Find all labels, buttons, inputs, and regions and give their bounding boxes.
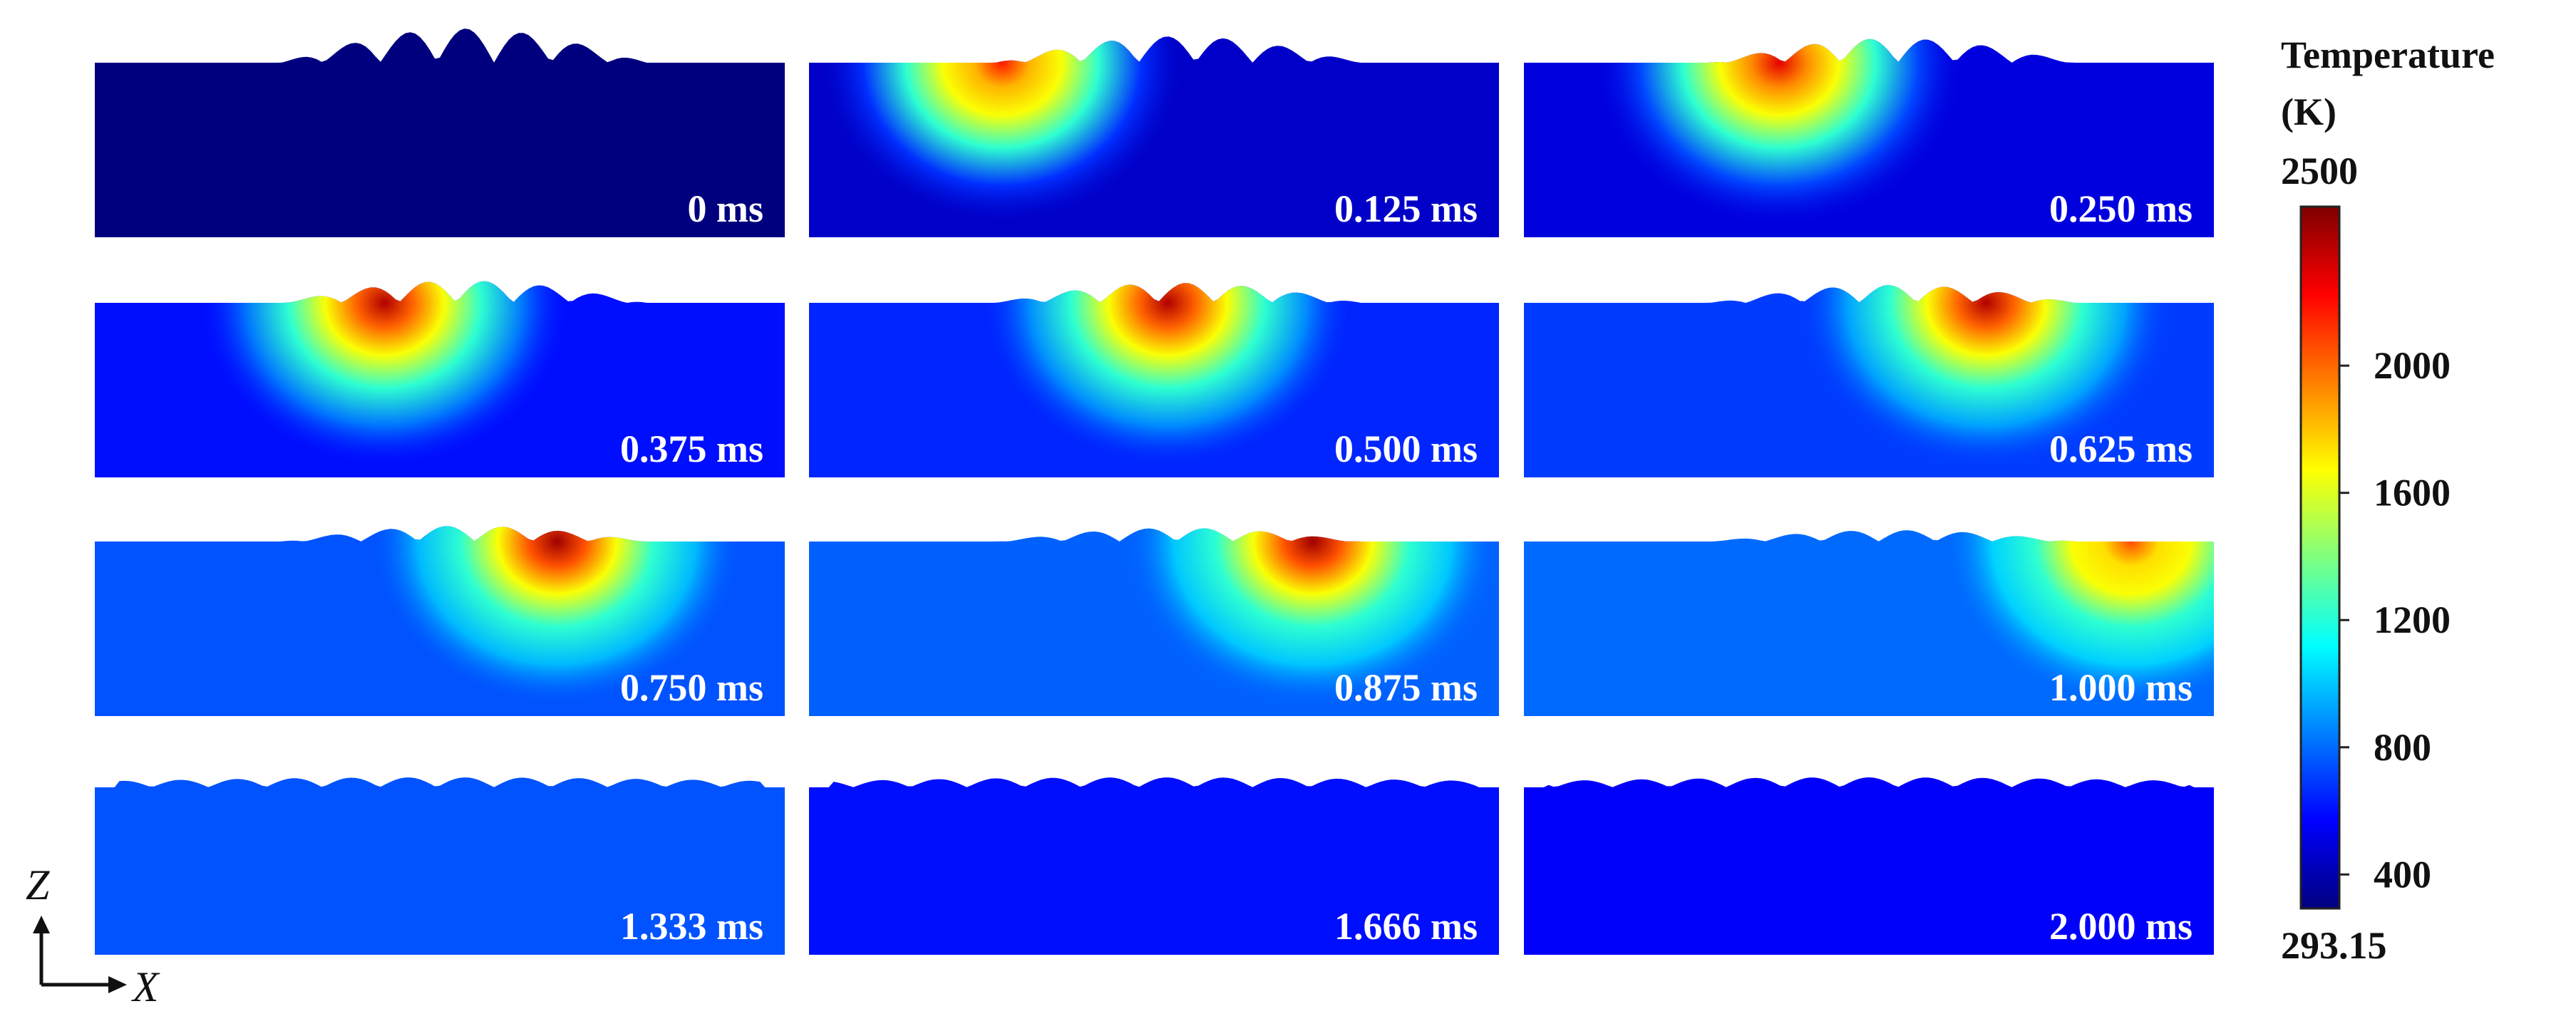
- panel: 2.000 ms: [1524, 777, 2214, 955]
- time-label: 0 ms: [688, 187, 764, 230]
- panel: 0 ms: [95, 29, 785, 237]
- colorbar-gradient: [2299, 205, 2341, 910]
- panel: 0.125 ms: [809, 36, 1499, 238]
- x-arrowhead-icon: [108, 976, 127, 993]
- panel: 1.000 ms: [1524, 530, 2214, 716]
- heat-zone: [371, 526, 743, 705]
- heat-zone: [1594, 38, 1965, 227]
- colorbar: Temperature (K) 2500 200016001200800400 …: [2281, 33, 2495, 967]
- colorbar-title-line2: (K): [2281, 90, 2337, 133]
- time-label: 1.666 ms: [1334, 905, 1478, 948]
- time-label: 0.375 ms: [620, 428, 763, 470]
- heat-zone: [982, 283, 1354, 467]
- panel: 0.750 ms: [95, 526, 785, 716]
- heat-zone: [1800, 285, 2172, 467]
- melt-domain: [95, 29, 785, 237]
- colorbar-min-label: 293.15: [2281, 924, 2387, 967]
- panel: 0.500 ms: [809, 283, 1499, 477]
- colorbar-tick-label: 2000: [2374, 344, 2451, 387]
- panel: 1.666 ms: [809, 777, 1499, 955]
- z-axis-label: Z: [26, 861, 50, 908]
- heat-zone: [817, 36, 1188, 227]
- time-label: 0.500 ms: [1334, 428, 1478, 470]
- heat-zone: [1127, 528, 1498, 705]
- heat-zone: [199, 281, 570, 467]
- time-label: 1.333 ms: [620, 905, 763, 948]
- colorbar-tick-label: 400: [2374, 853, 2431, 896]
- panel: 0.875 ms: [809, 528, 1499, 716]
- colorbar-tick-label: 800: [2374, 726, 2431, 769]
- colorbar-tick-label: 1200: [2374, 599, 2451, 641]
- colorbar-tick-label: 1600: [2374, 472, 2451, 514]
- panel: 0.625 ms: [1524, 285, 2214, 477]
- time-label: 0.875 ms: [1334, 666, 1478, 709]
- panel: 0.250 ms: [1524, 38, 2214, 237]
- z-arrowhead-icon: [33, 916, 50, 933]
- panel: 1.333 ms: [95, 777, 785, 955]
- time-label: 0.750 ms: [620, 666, 763, 709]
- axis-indicator: Z X: [26, 861, 160, 1010]
- colorbar-max-label: 2500: [2281, 150, 2358, 192]
- time-label: 2.000 ms: [2049, 905, 2193, 948]
- time-label: 0.625 ms: [2049, 428, 2193, 470]
- panel-grid: 0 ms 0.125 ms 0.250 ms 0.375 ms 0.500 ms 0.62…: [95, 29, 2214, 955]
- melt-domain: [95, 777, 785, 955]
- time-label: 1.000 ms: [2049, 666, 2193, 709]
- melt-domain: [809, 777, 1499, 955]
- time-label: 0.125 ms: [1334, 187, 1478, 230]
- time-label: 0.250 ms: [2049, 187, 2193, 230]
- x-axis-label: X: [131, 963, 160, 1010]
- panel: 0.375 ms: [95, 281, 785, 477]
- melt-domain: [1524, 777, 2214, 955]
- colorbar-ticks: 2000 1600 1200 800 400: [2339, 344, 2451, 896]
- heat-zone: [1945, 530, 2214, 705]
- colorbar-title-line1: Temperature: [2281, 33, 2495, 76]
